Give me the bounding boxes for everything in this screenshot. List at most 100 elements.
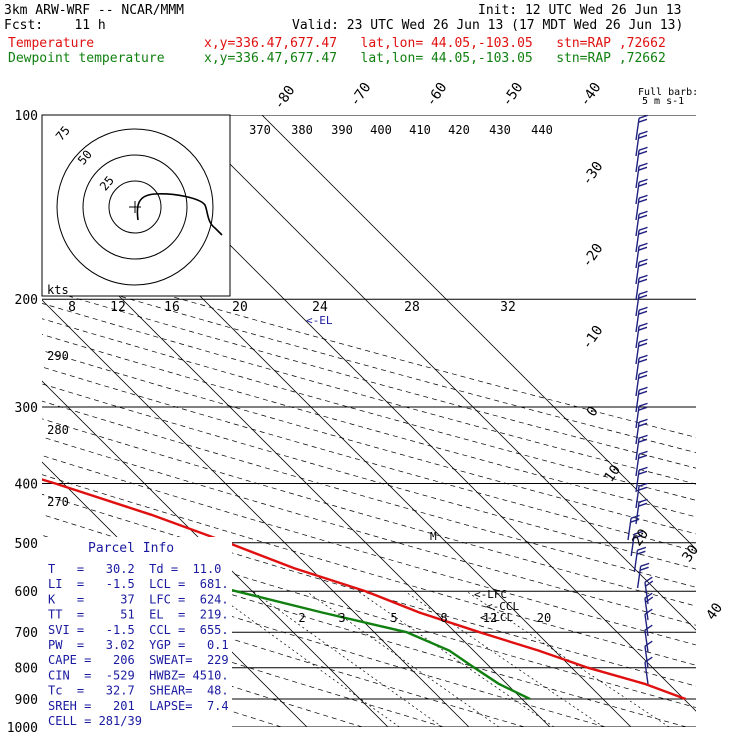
right-temperature-tick: 30 (679, 542, 702, 565)
right-temperature-tick: -20 (579, 241, 607, 271)
wind-barb-flag (637, 546, 647, 551)
pressure-tick-label: 100 (15, 109, 38, 124)
mixing-ratio-tick-label: 20 (537, 611, 551, 625)
mixing-ratio-tick-label: 8 (440, 611, 447, 625)
wind-legend-title: Full barb: (638, 87, 698, 98)
wind-barb (644, 576, 654, 605)
wind-barb-flag (638, 342, 648, 347)
wind-barb-flag (638, 450, 648, 455)
mixing-ratio-tick-label: 3 (338, 611, 345, 625)
isotherm-line (42, 218, 551, 727)
dry-adiabat-line (42, 400, 696, 588)
wind-barb-flag (638, 374, 648, 379)
wind-barb (636, 562, 650, 589)
wind-barb-flag (638, 274, 648, 279)
wind-barb-flag (638, 294, 648, 299)
wind-barb-flag (638, 354, 648, 359)
wind-barb-flag (638, 326, 648, 331)
wind-barb-flag (638, 322, 648, 327)
dewpoint-profile-line (42, 541, 531, 701)
wind-barb (635, 210, 648, 237)
theta-tick-label: 390 (331, 123, 353, 137)
forecast-hour: Fcst: 11 h (4, 18, 106, 33)
wind-barb-flag (638, 290, 648, 295)
wind-barb-flag (638, 454, 648, 459)
wind-barb (635, 274, 648, 301)
wind-barb (635, 290, 648, 317)
wind-barb (635, 242, 648, 269)
theta-left-tick-label: 280 (47, 423, 69, 437)
theta-tick-label: 440 (531, 123, 553, 137)
wind-barb (635, 194, 648, 221)
right-temperature-tick: 0 (584, 404, 602, 420)
wind-barb-flag (638, 214, 648, 219)
wind-barb (635, 418, 648, 445)
top-temperature-tick: -50 (499, 80, 527, 110)
wind-barb (635, 146, 648, 173)
hodograph-speed-tick: 28 (404, 300, 420, 315)
wind-barb-flag (638, 370, 648, 375)
wind-barb-flag (638, 146, 648, 151)
pressure-tick-label: 600 (15, 585, 38, 600)
dry-adiabat-line (42, 303, 696, 485)
wind-barb-flag (638, 502, 648, 507)
wind-barb-flag (644, 592, 653, 599)
parcel-info-title: Parcel Info (88, 541, 174, 556)
parcel-info-row: Tc = 32.7 SHEAR= 48. (48, 684, 229, 698)
theta-tick-label: 420 (448, 123, 470, 137)
wind-barb-flag (638, 162, 648, 167)
wind-barb-staff (644, 630, 649, 653)
wind-barb-flag (638, 262, 648, 267)
wind-barb (644, 640, 653, 669)
top-temperature-tick: -40 (577, 80, 605, 110)
dry-adiabat-line (42, 455, 696, 646)
right-temperature-tick: 20 (629, 526, 652, 549)
wind-barb (635, 306, 648, 333)
init-time: Init: 12 UTC Wed 26 Jun 13 (478, 3, 682, 18)
wind-barb-flag (638, 230, 648, 235)
dry-adiabat-line (42, 436, 696, 626)
wind-barb-flag (638, 134, 648, 139)
dry-adiabat-line (42, 383, 696, 570)
wind-barb (635, 498, 648, 525)
wind-barb-flag (638, 470, 648, 475)
valid-time: Valid: 23 UTC Wed 26 Jun 13 (17 MDT Wed … (292, 18, 684, 33)
wind-barb-flag (638, 226, 648, 231)
hodograph-ring (82, 154, 188, 260)
dry-adiabat-line (42, 601, 444, 727)
wind-barb-flag (638, 422, 648, 427)
pressure-tick-label: 1000 (7, 721, 38, 736)
dry-adiabat-line (42, 514, 696, 708)
wind-legend-value: 5 m s-1 (642, 96, 684, 107)
pressure-tick-label: 700 (15, 626, 38, 641)
parcel-annotation-label: <-LCL (480, 611, 513, 624)
wind-barb-flag (638, 114, 648, 119)
theta-tick-label: 430 (489, 123, 511, 137)
parcel-info-row: CELL = 281/39 (48, 714, 142, 728)
wind-barb-flag (630, 514, 640, 519)
wind-barb (644, 656, 653, 685)
wind-barb (635, 482, 648, 509)
wind-barb-flag (638, 246, 648, 251)
parcel-info-row: PW = 3.02 YGP = 0.1 (48, 638, 229, 652)
right-temperature-tick: 10 (601, 462, 624, 485)
parcel-annotation-label: <-EL (306, 314, 333, 327)
wind-barb-flag (638, 498, 648, 503)
dry-adiabat-line (42, 258, 696, 438)
pressure-tick-label: 900 (15, 693, 38, 708)
wind-barb-flag (638, 486, 648, 491)
wind-barb-flag (638, 130, 648, 135)
wind-barb (635, 370, 648, 397)
wind-barb (627, 514, 640, 541)
temperature-legend-info: x,y=336.47,677.47 lat,lon= 44.05,-103.05… (204, 36, 666, 51)
wind-barb (635, 434, 648, 461)
wind-barb-flag (638, 402, 648, 407)
isotherm-line (180, 115, 696, 631)
wind-barb (635, 226, 648, 253)
wind-barb-flag (633, 534, 643, 539)
wind-barb (635, 178, 648, 205)
top-temperature-tick: -60 (423, 80, 451, 110)
parcel-info-row: K = 37 LFC = 624. (48, 592, 229, 606)
wind-barb-flag (638, 306, 648, 311)
